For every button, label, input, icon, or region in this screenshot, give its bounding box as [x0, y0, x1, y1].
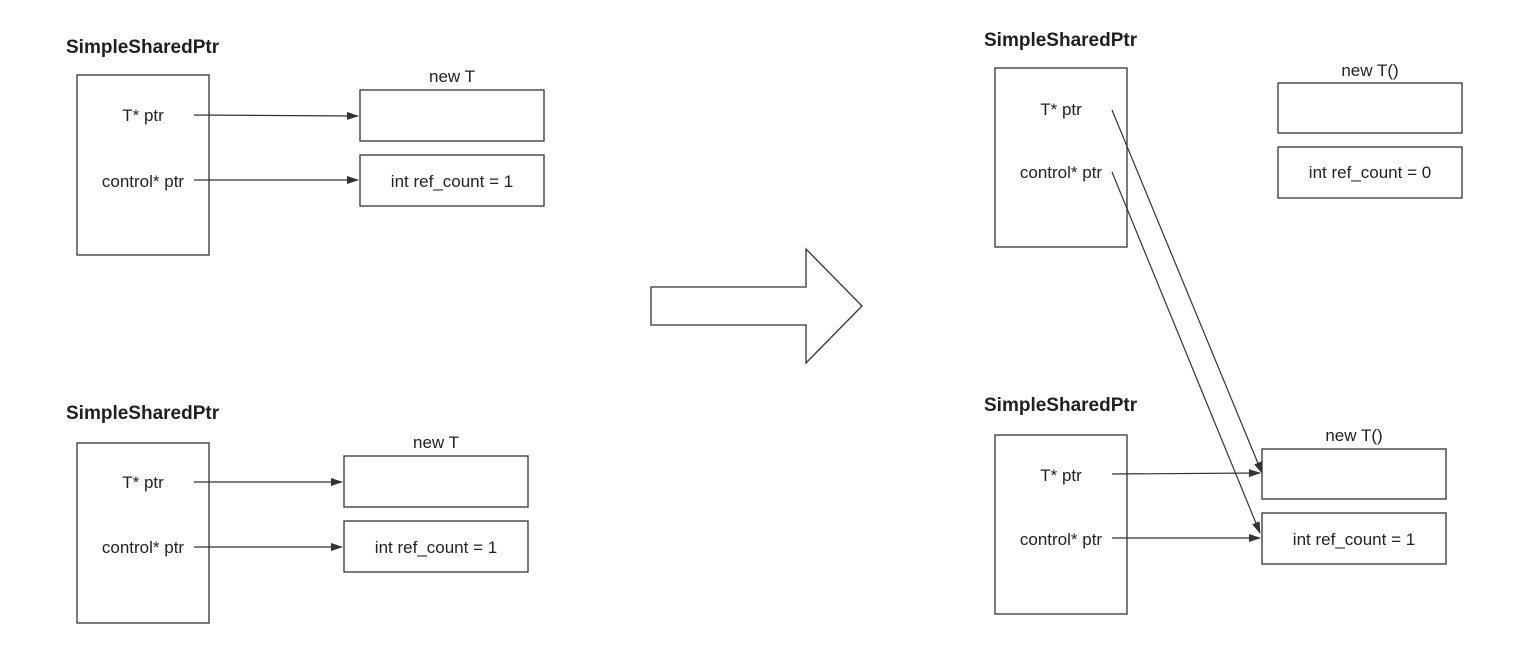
left-top-field-control: control* ptr [102, 172, 185, 191]
right-bottom-object-box [1261, 448, 1447, 500]
right-top-object-label: new T() [1341, 61, 1398, 80]
right-bottom-title: SimpleSharedPtr [984, 395, 1138, 416]
right-top-pointer-box [994, 67, 1128, 248]
right-top-title: SimpleSharedPtr [984, 30, 1138, 51]
right-top-field-ptr: T* ptr [1040, 100, 1082, 119]
left-bottom-group: SimpleSharedPtr T* ptr control* ptr new … [66, 403, 529, 624]
left-bottom-field-control: control* ptr [102, 538, 185, 557]
left-top-control-label: int ref_count = 1 [391, 172, 513, 191]
right-top-field-control: control* ptr [1020, 163, 1103, 182]
right-bottom-ptr-arrow [1111, 469, 1261, 478]
right-bottom-control-label: int ref_count = 1 [1293, 530, 1415, 549]
left-bottom-object-label: new T [413, 433, 459, 452]
right-top-control-label: int ref_count = 0 [1309, 163, 1431, 182]
left-top-field-ptr: T* ptr [122, 106, 164, 125]
left-top-pointer-box [76, 74, 210, 256]
left-bottom-control-label: int ref_count = 1 [375, 538, 497, 557]
left-top-control-block [359, 154, 545, 207]
right-top-object-box [1277, 82, 1463, 134]
right-bottom-group: SimpleSharedPtr T* ptr control* ptr new … [984, 395, 1447, 615]
left-bottom-title: SimpleSharedPtr [66, 403, 220, 424]
transition-arrow [650, 247, 863, 365]
left-bottom-field-ptr: T* ptr [122, 473, 164, 492]
right-top-control-block [1277, 146, 1463, 199]
right-top-group: SimpleSharedPtr T* ptr control* ptr new … [984, 30, 1463, 248]
right-bottom-object-label: new T() [1325, 426, 1382, 445]
left-bottom-control-block [343, 520, 529, 573]
right-bottom-control-block [1261, 512, 1447, 565]
left-top-ptr-arrow [193, 111, 359, 120]
right-bottom-field-control: control* ptr [1020, 530, 1103, 549]
left-top-title: SimpleSharedPtr [66, 37, 220, 58]
left-top-group: SimpleSharedPtr T* ptr control* ptr new … [66, 37, 545, 256]
left-bottom-pointer-box [76, 442, 210, 624]
left-top-object-label: new T [429, 67, 475, 86]
right-bottom-field-ptr: T* ptr [1040, 466, 1082, 485]
left-top-object-box [359, 89, 545, 142]
left-bottom-object-box [343, 455, 529, 508]
right-bottom-pointer-box [994, 434, 1128, 615]
right-top-control-reassigned-arrow [1111, 171, 1261, 534]
right-top-ptr-reassigned-arrow [1111, 109, 1263, 474]
